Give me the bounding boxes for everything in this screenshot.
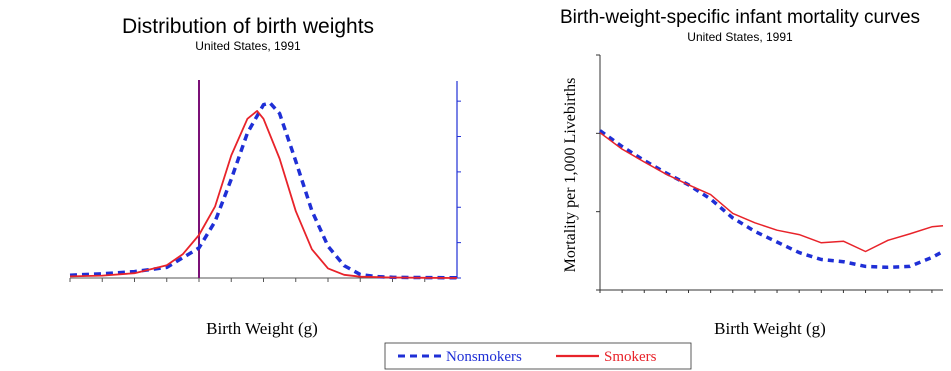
right-series-nonsmokers (598, 129, 944, 270)
legend: Nonsmokers Smokers (384, 342, 692, 370)
legend-label-smokers: Smokers (604, 349, 657, 365)
right-plot-area (596, 54, 944, 293)
left-plot-area (69, 80, 461, 282)
right-chart-subtitle: United States, 1991 (687, 30, 793, 44)
left-chart-xlabel: Birth Weight (g) (206, 319, 318, 338)
left-chart-title: Distribution of birth weights (122, 15, 374, 38)
left-series-nonsmokers (69, 101, 458, 280)
right-chart-ylabel: Mortality per 1,000 Livebirths (562, 78, 579, 273)
right-chart-title: Birth-weight-specific infant mortality c… (560, 7, 920, 28)
right-series-smokers (599, 132, 944, 253)
legend-label-nonsmokers: Nonsmokers (446, 349, 522, 365)
left-chart-subtitle: United States, 1991 (195, 39, 301, 53)
right-chart-xlabel: Birth Weight (g) (714, 319, 826, 338)
left-series-smokers (69, 110, 458, 279)
